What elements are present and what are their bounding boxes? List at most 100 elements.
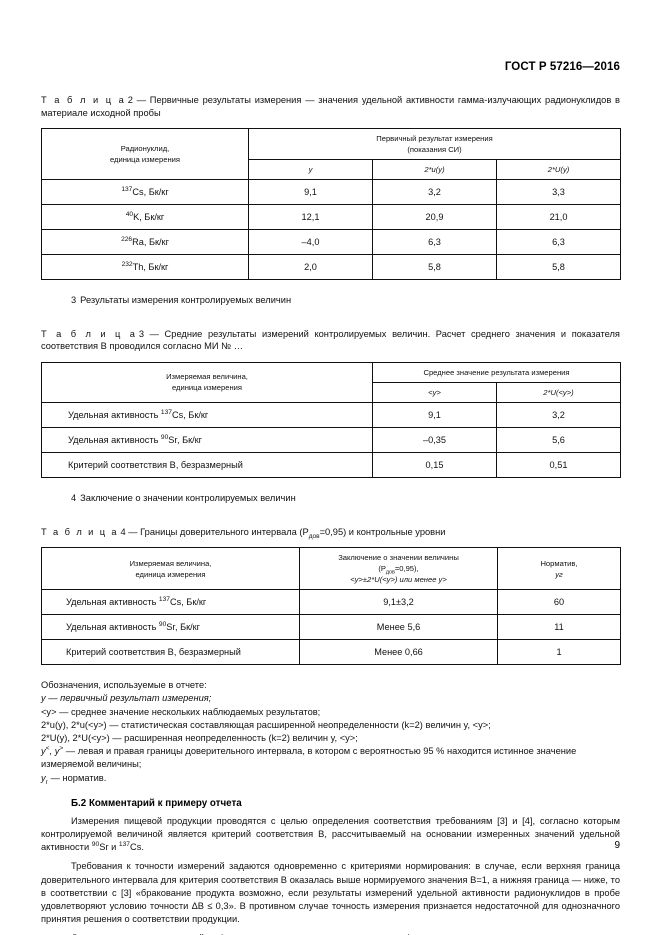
table4-header-col1: Измеряемая величина, единица измерения (41, 547, 300, 591)
section-4-number: 4 (71, 492, 77, 503)
paragraph-1-sr-superscript: 90 (91, 841, 100, 849)
table-row: Удельная активность 90Sr, Бк/кг –0,35 5,… (41, 426, 621, 453)
table3-cell-uncertainty: 3,2 (496, 401, 621, 428)
table3-header-sub2: 2*U(<y>) (496, 381, 621, 403)
table4-cell-quantity: Критерий соответствия В, безразмерный (41, 639, 300, 666)
legend-line-mean-y: <y> — среднее значение нескольких наблюд… (41, 706, 321, 717)
table2-cell-nuclide: 40K, Бк/кг (41, 204, 249, 231)
table3-quantity-label: Удельная активность (68, 409, 161, 420)
table4-cell-conclusion: 9,1±3,2 (299, 589, 498, 616)
table4-header-col1-line2: единица измерения (135, 569, 206, 579)
table4-caption-subscript: дов (308, 532, 320, 540)
table4-header-col2-line2-post: =0,95), (394, 564, 419, 574)
table2-header-group-title: Первичный результат измерения (376, 134, 493, 144)
table2-cell-nuclide: 226Ra, Бк/кг (41, 229, 249, 256)
table-row: Критерий соответствия В, безразмерный 0,… (41, 451, 621, 478)
table2-header-group-subtitle: (показания СИ) (407, 145, 462, 155)
section-3-number: 3 (71, 295, 77, 306)
table2-cell-nuclide: 232Th, Бк/кг (41, 254, 249, 281)
legend-norm-symbol: y (41, 772, 46, 783)
legend-y-left-superscript: < (45, 745, 50, 753)
table2-header-sub3: 2*U(y) (495, 159, 622, 181)
legend-interval-text: — левая и правая границы доверительного … (41, 746, 577, 770)
table2-caption-label: Т а б л и ц а (41, 95, 126, 105)
table4-cell-norm: 11 (497, 614, 621, 641)
table2-caption-text: — Первичные результаты измерения — значе… (41, 95, 620, 118)
table2-cell-u: 6,3 (372, 229, 497, 256)
table4-caption-number: 4 (120, 526, 126, 537)
table4-header-col2-line2-pre: (P (378, 564, 386, 574)
table2-cell-y: –4,0 (248, 229, 373, 256)
table3-quantity-superscript: 90 (160, 433, 169, 441)
table-row: 232Th, Бк/кг 2,0 5,8 5,8 (41, 254, 622, 281)
paragraph-1-text-mid: Sr и (99, 842, 119, 853)
table3-header-row-2: <y> 2*U(<y>) (42, 381, 621, 403)
table3-caption-number: 3 (138, 328, 144, 339)
table4-caption-text-a: — Границы доверительного интервала (P (128, 526, 309, 537)
table2-cell-nuclide: 137Cs, Бк/кг (41, 179, 249, 206)
paragraph-1-text-a: Измерения пищевой продукции проводятся с… (41, 815, 620, 853)
paragraph-1: Измерения пищевой продукции проводятся с… (41, 815, 620, 855)
table2-nuclide-superscript: 40 (125, 211, 134, 219)
table4-cell-conclusion: Менее 0,66 (299, 639, 498, 666)
legend-title: Обозначения, используемые в отчете: (41, 680, 207, 691)
table-row: Удельная активность 137Cs, Бк/кг 9,1±3,2… (41, 589, 621, 616)
table3-cell-mean: –0,35 (372, 426, 497, 453)
table2-header-col1-line2: единица измерения (109, 155, 180, 165)
table4-header-col2: Заключение о значении величины (Pдов=0,9… (299, 547, 498, 591)
table2-cell-u: 5,8 (372, 254, 497, 281)
table4-quantity-label: Удельная активность (66, 597, 159, 608)
table2-header-sub3-text: 2*U(y) (547, 165, 570, 175)
table2-cell-y: 12,1 (248, 204, 373, 231)
subsection-heading: Б.2 Комментарий к примеру отчета (41, 798, 620, 809)
table3-header-col1-line1: Измеряемая величина, (166, 372, 248, 382)
paragraph-1-cs-superscript: 137 (118, 841, 131, 849)
table3-cell-quantity: Удельная активность 90Sr, Бк/кг (41, 426, 373, 453)
table3-quantity-unit: Cs, Бк/кг (171, 409, 209, 420)
table2-nuclide-superscript: 226 (121, 236, 133, 244)
subsection-title: Комментарий к примеру отчета (88, 797, 242, 809)
table2-header-sub2-text: 2*u(y) (424, 165, 445, 175)
table2-cell-y: 2,0 (248, 254, 373, 281)
table3-cell-uncertainty: 5,6 (496, 426, 621, 453)
table4-cell-norm: 60 (497, 589, 621, 616)
table2-nuclide-superscript: 232 (121, 261, 133, 269)
legend-line-stat-uncertainty: 2*u(y), 2*u(<y>) — статистическая состав… (41, 719, 491, 730)
table4-caption-label: Т а б л и ц а (41, 526, 119, 537)
table4-header-col3-line2: yг (555, 569, 563, 579)
legend-y-right: , y (49, 746, 60, 757)
table2-header-group: Первичный результат измерения (показания… (247, 128, 622, 161)
table-row: Удельная активность 137Cs, Бк/кг 9,1 3,2 (41, 401, 621, 428)
page-number: 9 (614, 840, 620, 851)
table3-cell-uncertainty: 0,51 (496, 451, 621, 478)
legend-line-interval-bounds: y<, y> — левая и правая границы доверите… (41, 745, 620, 771)
table4-header-col3-line1: Норматив, (540, 558, 578, 568)
table4-cell-conclusion: Менее 5,6 (299, 614, 498, 641)
table2-header-sub1: y (248, 159, 373, 181)
table2-nuclide-name: Th, Бк/кг (132, 262, 169, 273)
table4-quantity-unit: Cs, Бк/кг (169, 597, 207, 608)
paragraph-1-text-end: Cs. (130, 842, 144, 853)
table3-quantity-unit: Sr, Бк/кг (168, 434, 203, 445)
table2-cell-u: 3,2 (372, 179, 497, 206)
legend-y-left: y (41, 746, 46, 757)
legend-line-y-text: y — первичный результат измерения; (41, 693, 212, 704)
subsection-number: Б.2 (71, 797, 87, 809)
document-standard-header: ГОСТ Р 57216—2016 (504, 61, 620, 73)
table3-cell-quantity: Удельная активность 137Cs, Бк/кг (41, 401, 373, 428)
table4-caption-text-b: =0,95) и контрольные уровни (319, 526, 446, 537)
table4: Измеряемая величина, единица измерения З… (41, 547, 621, 666)
table-row: 137Cs, Бк/кг 9,1 3,2 3,3 (41, 179, 622, 206)
table2: Радионуклид, единица измерения Первичный… (41, 128, 622, 281)
table3-header-sub1-text: <y> (428, 387, 441, 397)
table2-cell-U: 6,3 (495, 229, 622, 256)
table3-header-sub1: <y> (372, 381, 497, 403)
table4-cell-quantity: Удельная активность 137Cs, Бк/кг (41, 589, 300, 616)
table4-quantity-label: Критерий соответствия В, безразмерный (66, 647, 241, 658)
table4-quantity-superscript: 137 (158, 596, 170, 604)
